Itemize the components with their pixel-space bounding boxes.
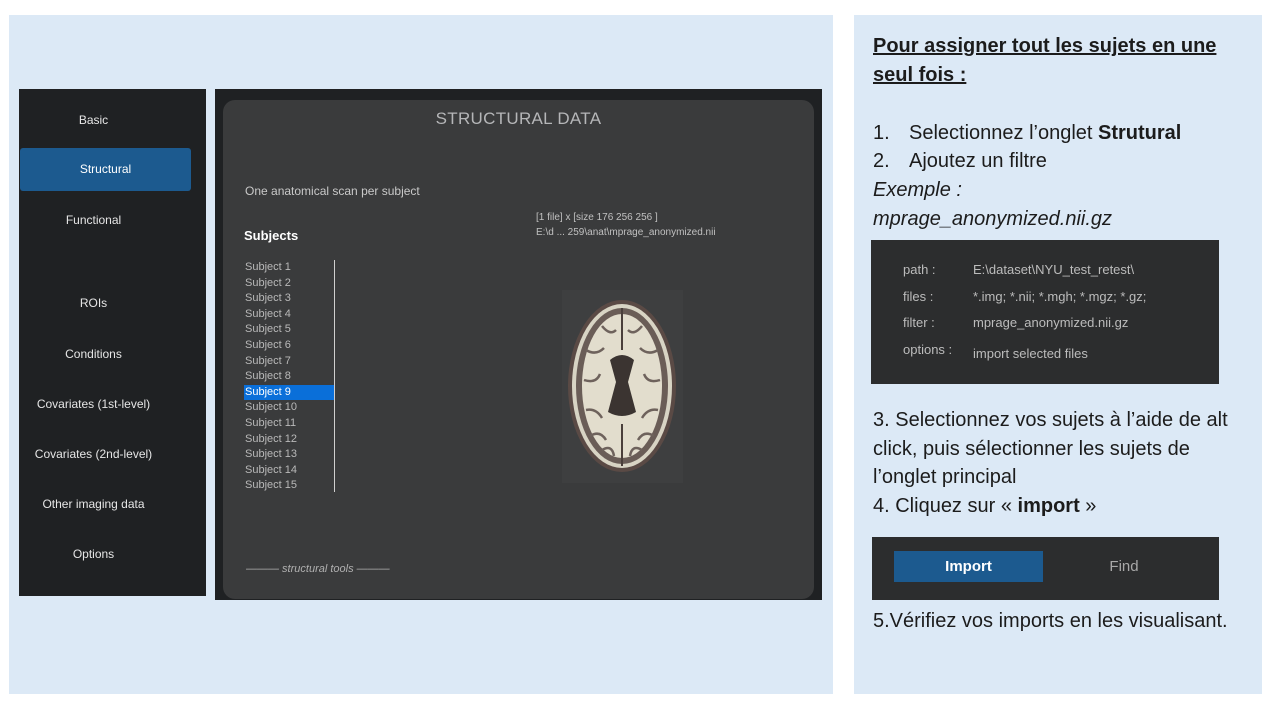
instruction-step-1: 1. Selectionnez l’onglet Strutural [873,119,1181,148]
subject-list-item[interactable]: Subject 10 [245,401,297,414]
sidebar-item-options[interactable]: Options [72,547,115,561]
subject-list-item[interactable]: Subject 5 [245,323,291,336]
subject-list-item[interactable]: Subject 7 [245,354,291,367]
instruction-step-4: 4. Cliquez sur « import » [873,492,1096,521]
instruction-step-2: 2. Ajoutez un filtre [873,147,1047,176]
subject-list-item[interactable]: Subject 8 [245,370,291,383]
structural-tools-label[interactable]: ——— structural tools ——— [246,563,390,575]
step-1-number: 1. [873,122,890,144]
options-value[interactable]: import selected files [973,346,1088,361]
path-label: path : [903,262,936,277]
sidebar-item-conditions[interactable]: Conditions [65,347,122,361]
subject-list-item[interactable]: Subject 3 [245,292,291,305]
subject-list-item-selected[interactable]: Subject 9 [244,384,334,401]
step-1-text: Selectionnez l’onglet [909,122,1099,144]
example-label: Exemple : [873,179,962,201]
step-4-text: 4. Cliquez sur « [873,495,1018,517]
file-filter-config [871,240,1219,384]
subject-list-scrollbar[interactable] [334,260,335,492]
step-1-bold: Strutural [1098,122,1182,144]
subject-list-item[interactable]: Subject 6 [245,338,291,351]
subject-list-item[interactable]: Subject 12 [245,432,297,445]
page-title: STRUCTURAL DATA [435,109,602,128]
options-label: options : [903,342,953,357]
path-value[interactable]: E:\dataset\NYU_test_retest\ [973,262,1135,277]
main-panel [223,100,814,599]
subject-list-item[interactable]: Subject 4 [245,307,291,320]
panel-description: One anatomical scan per subject [245,184,420,198]
sidebar-item-other-imaging[interactable]: Other imaging data [42,497,145,511]
sidebar-item-covariates-2nd[interactable]: Covariates (2nd-level) [34,447,153,461]
brain-scan-image [562,290,683,483]
example-value: mprage_anonymized.nii.gz [873,208,1113,230]
subjects-heading: Subjects [244,228,299,243]
subject-list-item[interactable]: Subject 2 [245,276,291,289]
subject-list-item[interactable]: Subject 11 [245,416,297,429]
step-4-end: » [1079,495,1097,517]
file-info-size: [1 file] x [size 176 256 256 ] [536,212,658,223]
instructions-heading: Pour assigner tout les sujets en une seu… [873,35,1217,86]
subject-list-item[interactable]: Subject 13 [245,448,297,461]
subject-list-item[interactable]: Subject 15 [245,479,297,492]
sidebar-item-structural[interactable]: Structural [20,148,191,191]
sidebar-item-covariates-1st[interactable]: Covariates (1st-level) [36,397,151,411]
find-button[interactable]: Find [1109,558,1139,575]
subject-list[interactable]: Subject 1 Subject 2 Subject 3 Subject 4 … [244,260,334,494]
subject-list-item[interactable]: Subject 14 [245,463,297,476]
instruction-step-3: 3. Selectionnez vos sujets à l’aide de a… [873,409,1228,488]
subject-list-item[interactable]: Subject 1 [245,261,291,273]
step-2-number: 2. [873,150,890,172]
sidebar-item-functional[interactable]: Functional [65,213,122,227]
file-info: [1 file] x [size 176 256 256 ] E:\d ... … [536,210,716,240]
step-4-bold: import [1017,495,1080,517]
step-2-text: Ajoutez un filtre [909,150,1047,172]
instruction-step-5: 5.Vérifiez vos imports en les visualisan… [873,610,1228,632]
import-button[interactable]: Import [894,551,1043,582]
files-value[interactable]: *.img; *.nii; *.mgh; *.mgz; *.gz; [973,289,1147,304]
sidebar-item-rois[interactable]: ROIs [79,296,108,310]
files-label: files : [903,289,934,304]
filter-input[interactable]: mprage_anonymized.nii.gz [973,315,1129,330]
sidebar-item-basic[interactable]: Basic [78,113,109,127]
filter-label: filter : [903,315,935,330]
file-info-path: E:\d ... 259\anat\mprage_anonymized.nii [536,227,716,238]
